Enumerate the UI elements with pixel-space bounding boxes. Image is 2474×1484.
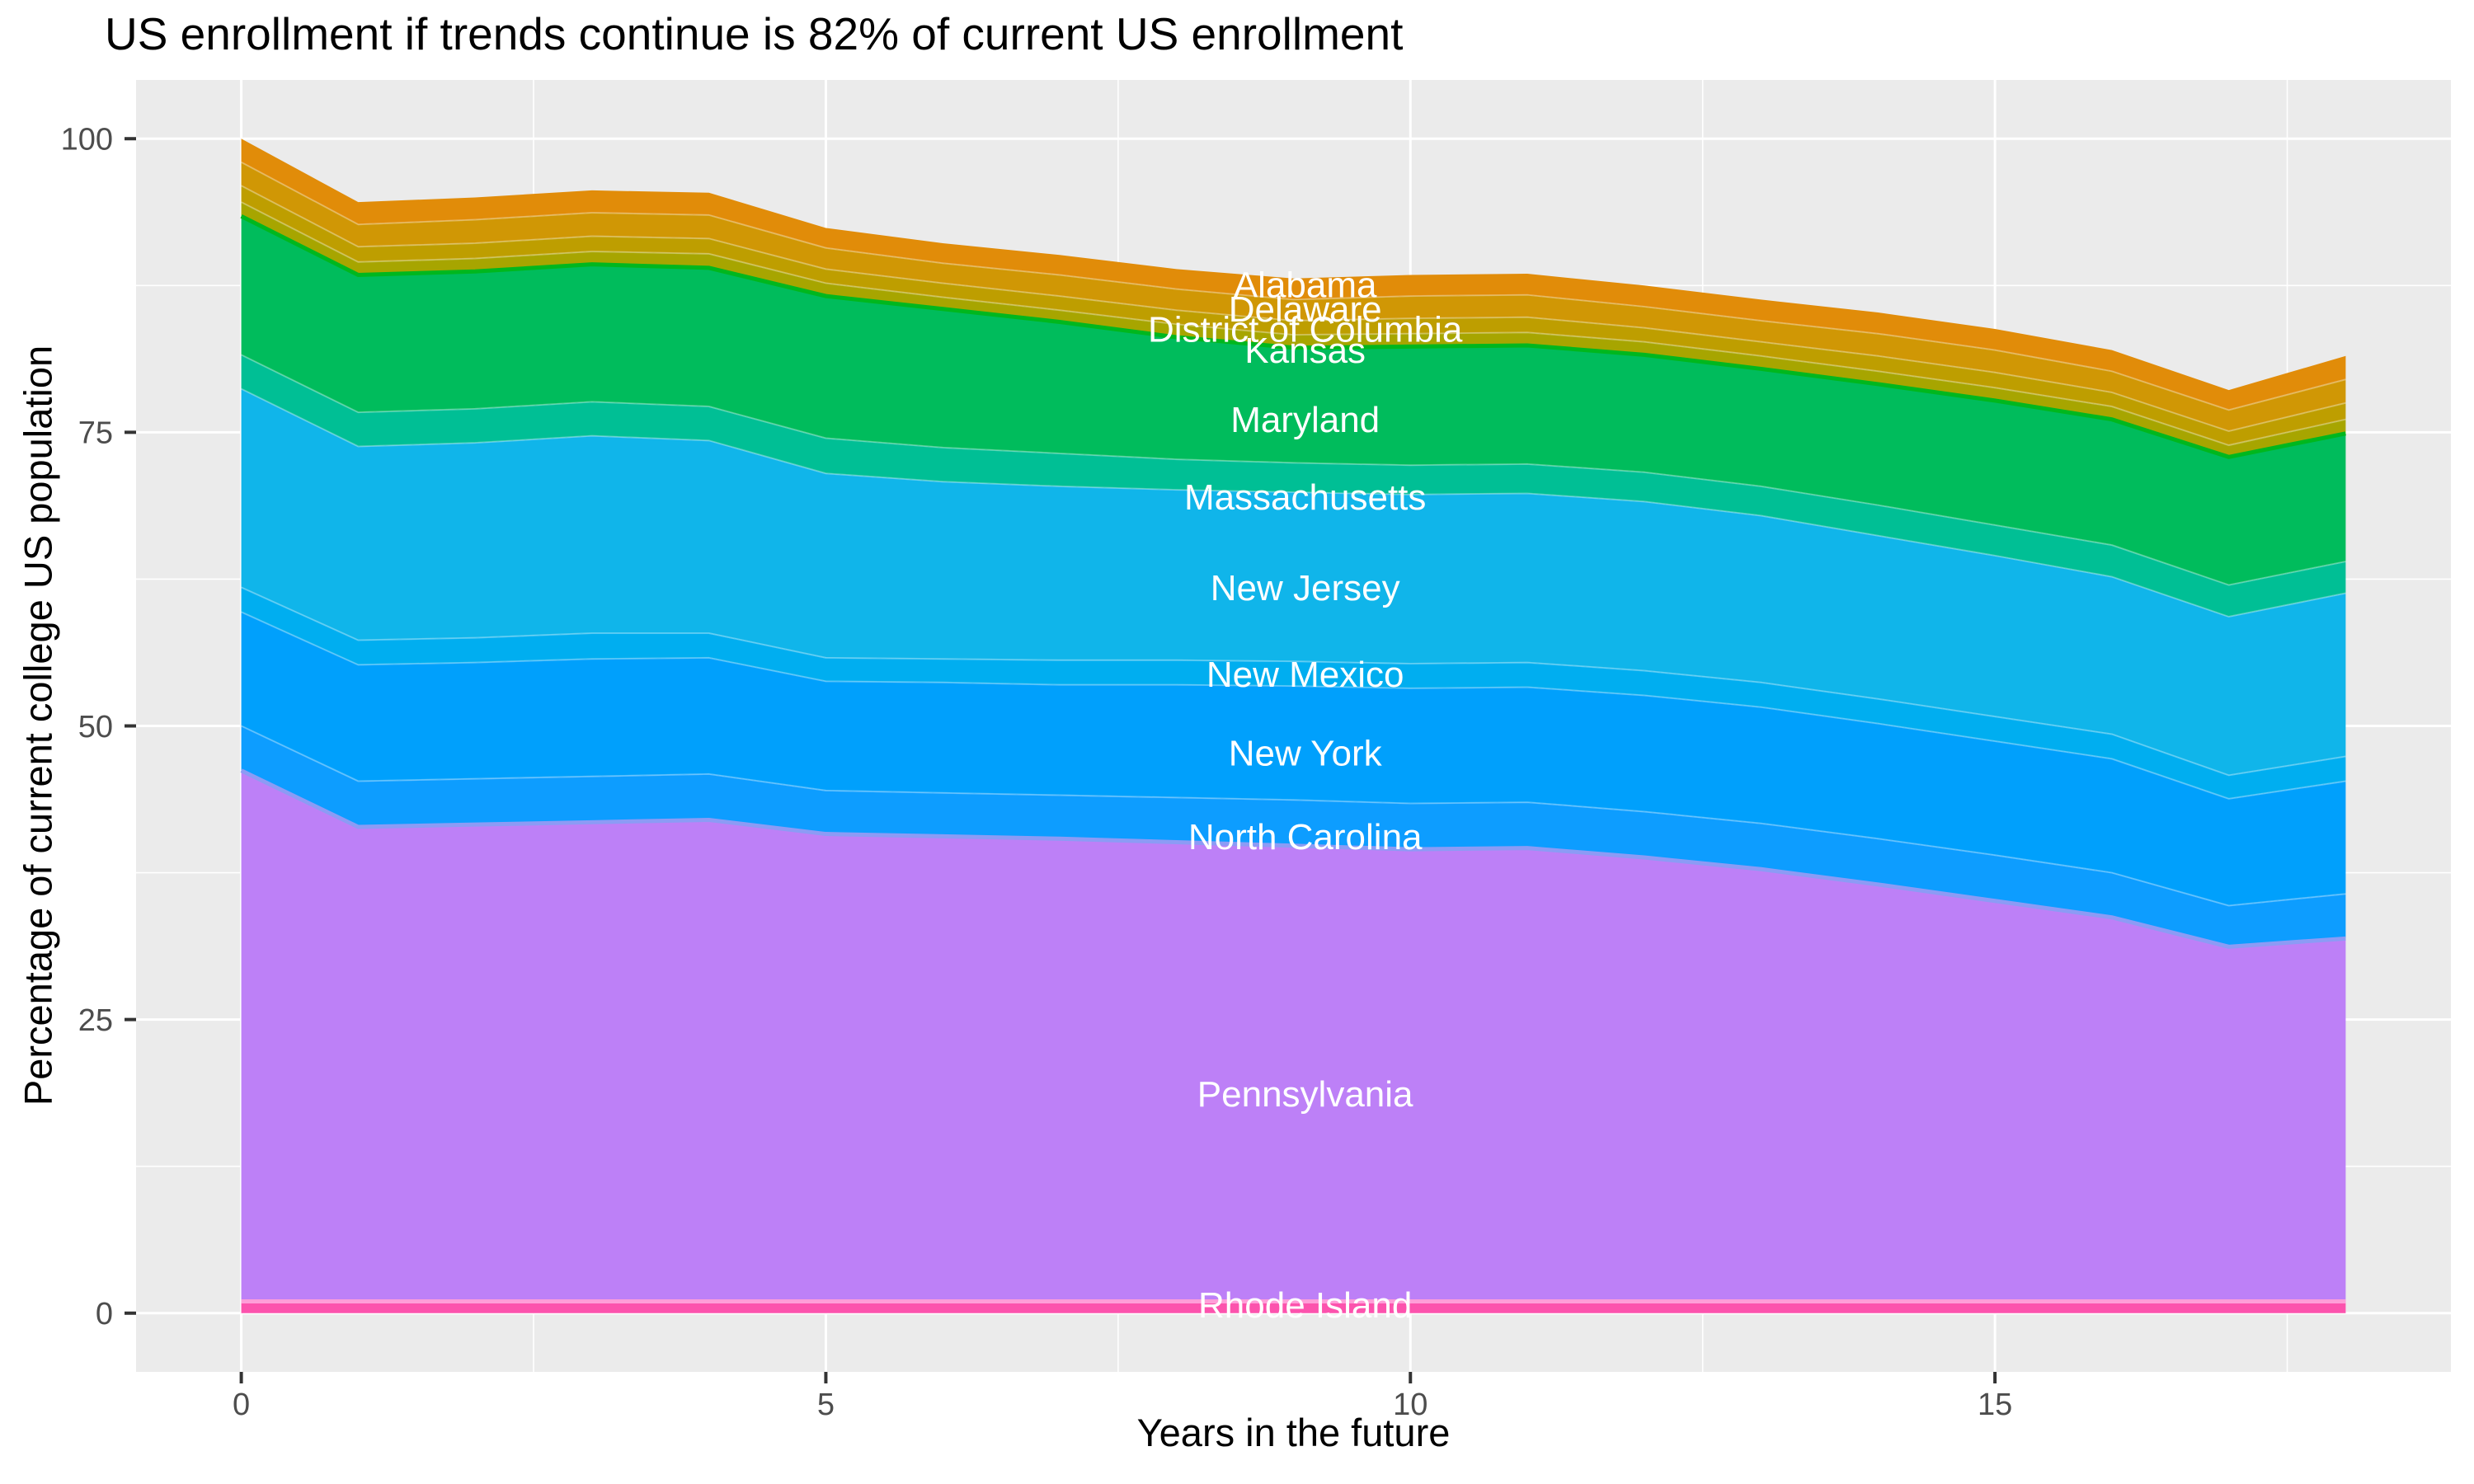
area-pennsylvania [241,770,2346,1302]
x-tick-label-15: 15 [1978,1388,2012,1422]
band-divider-new-york [241,611,2346,800]
top-edge-maryland [240,214,2346,459]
y-axis-title: Percentage of current college US populat… [16,345,60,1106]
x-tick-label-0: 0 [233,1388,250,1422]
state-label-rhode-island: Rhode Island [1198,1285,1412,1326]
area-new-jersey [241,388,2346,776]
y-tick-label-25: 25 [78,1003,113,1038]
state-label-north-carolina: North Carolina [1188,817,1423,857]
state-label-maryland: Maryland [1230,400,1380,440]
band-divider-district-of-columbia [241,185,2346,432]
state-label-new-mexico: New Mexico [1206,655,1404,695]
band-divider-north-carolina [241,725,2346,907]
band-divider-new-jersey [241,387,2346,618]
y-tick-label-75: 75 [78,416,113,451]
state-label-kansas: Kansas [1244,331,1366,371]
area-new-york [241,612,2346,906]
y-tick-label-0: 0 [96,1297,113,1331]
state-label-district-of-columbia: District of Columbia [1148,309,1463,350]
band-divider-massachusetts [241,354,2346,586]
state-label-delaware: Delaware [1229,289,1382,330]
x-axis-title: Years in the future [1136,1411,1451,1454]
state-label-alabama: Alabama [1234,265,1377,305]
band-divider-delaware [241,161,2346,411]
state-label-massachusetts: Massachusetts [1184,477,1426,518]
top-edge-pennsylvania [240,768,2346,949]
area-rhode-island [241,1301,2346,1313]
state-label-new-york: New York [1229,734,1383,774]
area-massachusetts [241,355,2346,618]
x-tick-label-10: 10 [1393,1388,1427,1422]
x-tick-label-5: 5 [817,1388,835,1422]
area-north-carolina [241,726,2346,947]
y-tick-label-100: 100 [61,123,113,157]
state-label-pennsylvania: Pennsylvania [1197,1074,1413,1115]
y-tick-label-50: 50 [78,710,113,744]
area-maryland [241,216,2346,585]
state-label-new-jersey: New Jersey [1211,568,1400,608]
band-divider-new-mexico [241,586,2346,777]
band-divider-kansas [241,201,2346,447]
chart-title: US enrollment if trends continue is 82% … [105,8,1404,59]
